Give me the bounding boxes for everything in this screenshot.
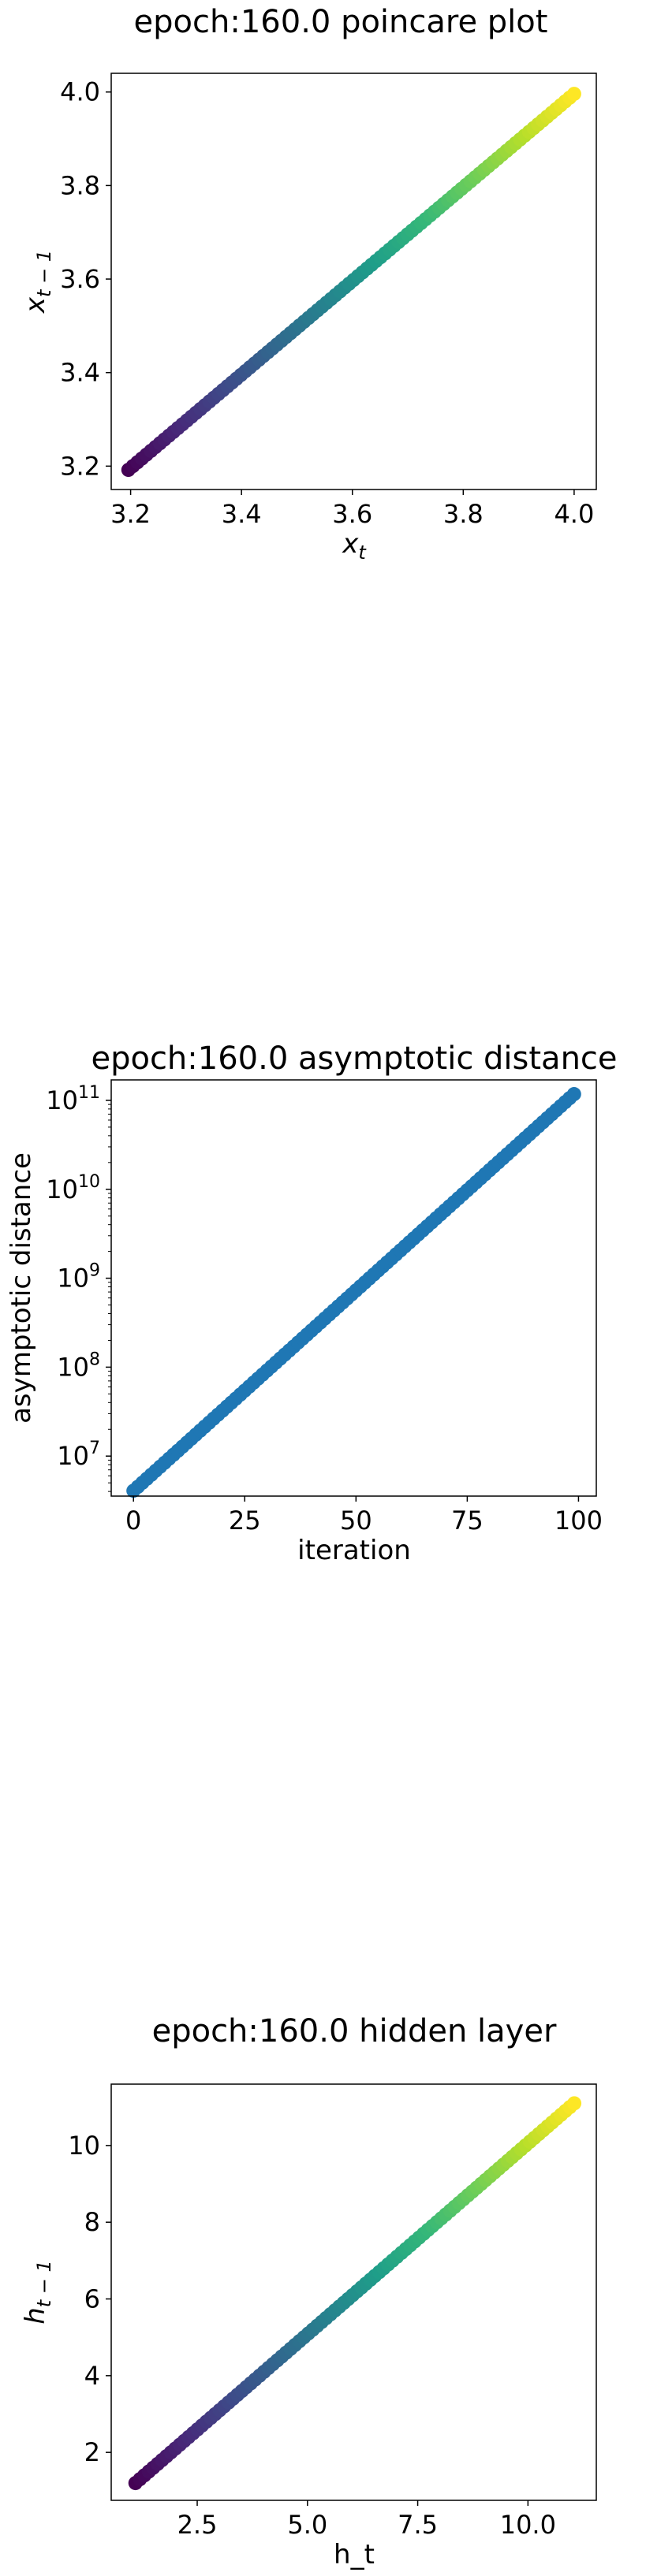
x-tick-label: 5.0 <box>287 2510 327 2540</box>
chart-title: epoch:160.0 poincare plot <box>134 4 548 40</box>
plot-frame <box>110 2083 597 2501</box>
y-tick-label: 3.2 <box>60 451 100 481</box>
x-tick-label: 25 <box>229 1506 261 1536</box>
chart-title: epoch:160.0 asymptotic distance <box>91 1040 617 1077</box>
x-axis-ticks: 3.2 3.4 3.6 3.8 4.0 <box>110 490 594 529</box>
x-tick-label: 10.0 <box>500 2510 556 2540</box>
y-tick-label: 6 <box>84 2284 100 2314</box>
x-tick-label: 4.0 <box>554 499 594 529</box>
y-tick-label: 8 <box>84 2207 100 2237</box>
y-axis-ticks: 3.2 3.4 3.6 3.8 4.0 <box>60 77 111 481</box>
plot-frame <box>110 1079 597 1497</box>
y-tick-label: 1011 <box>46 1083 100 1115</box>
chart-poincare: epoch:160.0 poincare plot 3.2 3.4 3.6 3.8 4.… <box>20 4 597 564</box>
y-tick-label: 1010 <box>46 1172 100 1204</box>
point-series <box>126 1087 581 1498</box>
x-tick-label: 2.5 <box>177 2510 218 2540</box>
y-tick-label: 2 <box>84 2437 100 2467</box>
x-tick-label: 3.8 <box>443 499 484 529</box>
x-tick-label: 0 <box>125 1506 141 1536</box>
x-axis-label: iteration <box>297 1535 411 1566</box>
y-tick-label: 4 <box>84 2361 100 2391</box>
data-point <box>566 1087 581 1102</box>
x-tick-label: 3.4 <box>222 499 262 529</box>
x-tick-label: 3.6 <box>332 499 372 529</box>
x-axis-label: xt <box>342 528 367 564</box>
y-tick-label: 3.4 <box>60 358 100 388</box>
chart-title: epoch:160.0 hidden layer <box>152 2013 557 2049</box>
chart-hidden-layer: epoch:160.0 hidden layer 2.5 5.0 7.5 10.0 2… <box>20 2013 597 2570</box>
point-series <box>121 87 581 478</box>
y-axis-label-base: x <box>20 296 51 314</box>
y-axis-label: xt − 1 <box>20 250 55 314</box>
y-axis-label-subscript: t − 1 <box>33 2260 55 2307</box>
x-tick-label: 50 <box>340 1506 372 1536</box>
y-tick-label: 107 <box>57 1439 100 1471</box>
x-axis-ticks: 2.5 5.0 7.5 10.0 <box>177 2500 556 2540</box>
data-point <box>567 2096 582 2111</box>
y-tick-label: 4.0 <box>60 77 100 107</box>
y-tick-label: 3.8 <box>60 170 100 200</box>
point-series <box>128 2096 582 2491</box>
x-axis-label: h_t <box>334 2539 375 2570</box>
x-tick-label: 7.5 <box>398 2510 438 2540</box>
y-tick-label: 108 <box>57 1349 100 1382</box>
chart-asymptotic-distance: epoch:160.0 asymptotic distance 0 25 50 75 1… <box>6 1040 618 1566</box>
x-tick-label: 100 <box>555 1506 603 1536</box>
y-axis-ticks: 107 108 109 1010 1011 <box>46 1083 111 1492</box>
y-axis-label: ht − 1 <box>20 2260 55 2325</box>
y-tick-label: 3.6 <box>60 264 100 294</box>
x-tick-label: 75 <box>451 1506 484 1536</box>
data-point <box>566 87 581 102</box>
x-tick-label: 3.2 <box>110 499 151 529</box>
y-axis-label: asymptotic distance <box>6 1152 37 1424</box>
y-tick-label: 109 <box>57 1261 100 1294</box>
x-axis-label-base: x <box>342 528 359 560</box>
y-tick-label: 10 <box>68 2131 100 2161</box>
y-axis-ticks: 2 4 6 8 10 <box>68 2131 111 2467</box>
y-axis-label-subscript: t − 1 <box>33 250 55 297</box>
x-axis-label-subscript: t <box>358 542 367 564</box>
x-axis-ticks: 0 25 50 75 100 <box>125 1496 603 1536</box>
plot-frame <box>110 73 597 490</box>
y-axis-label-base: h <box>20 2307 51 2325</box>
